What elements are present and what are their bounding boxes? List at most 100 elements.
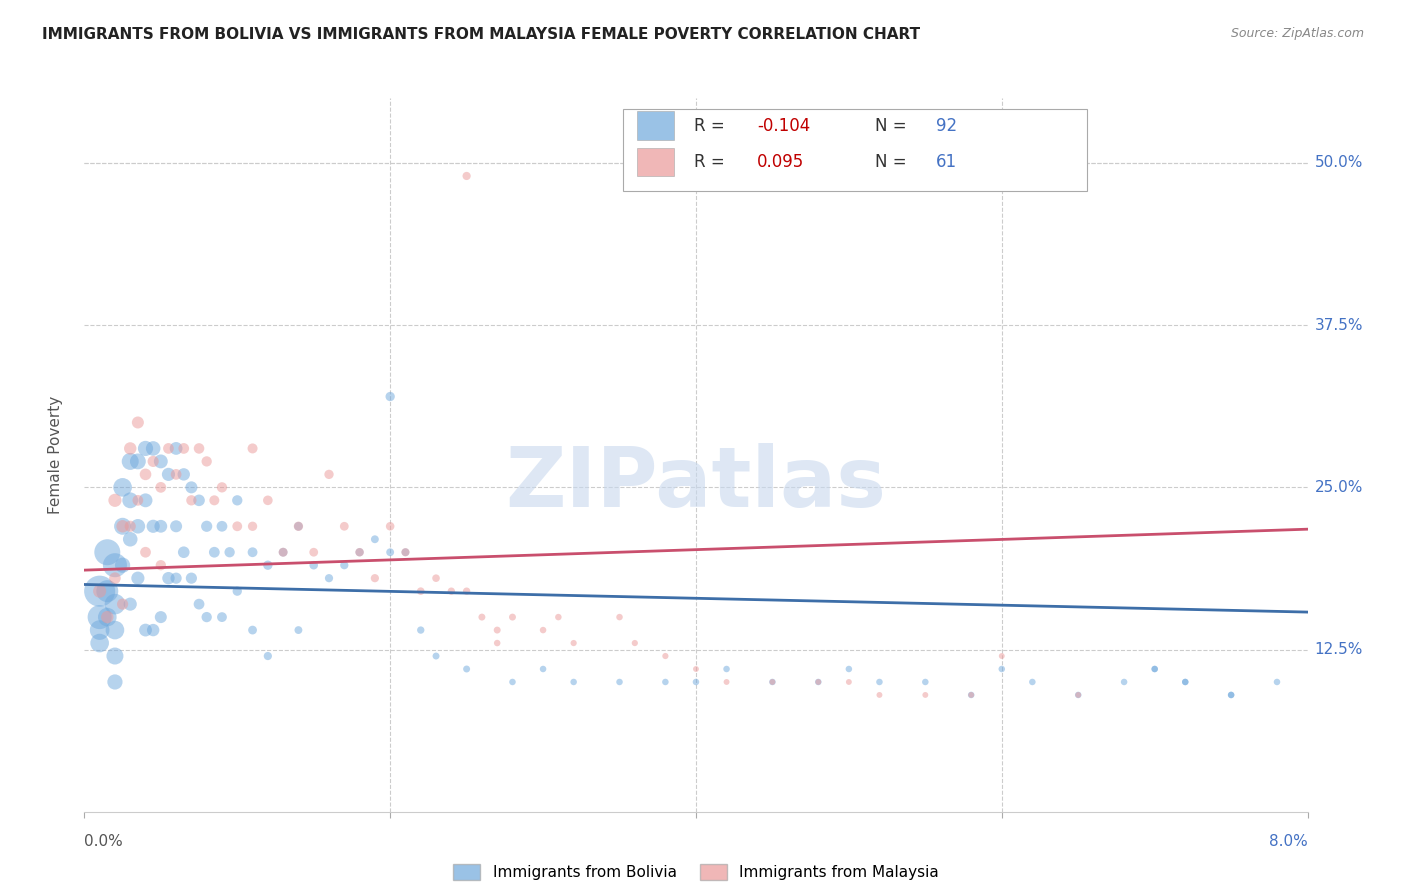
- Point: [761, 675, 783, 690]
- Point: [654, 675, 676, 690]
- Point: [287, 519, 309, 533]
- Point: [120, 597, 142, 611]
- Point: [838, 662, 860, 676]
- Point: [807, 675, 830, 690]
- Point: [142, 623, 165, 637]
- Point: [685, 662, 707, 676]
- Point: [104, 597, 127, 611]
- Point: [149, 454, 172, 468]
- Point: [242, 442, 264, 456]
- Point: [394, 545, 416, 559]
- Point: [914, 688, 936, 702]
- Point: [333, 558, 356, 573]
- Point: [127, 454, 149, 468]
- Point: [188, 442, 211, 456]
- Point: [165, 571, 187, 585]
- Point: [609, 675, 631, 690]
- Point: [1114, 675, 1136, 690]
- Text: 12.5%: 12.5%: [1315, 642, 1362, 657]
- Text: 50.0%: 50.0%: [1315, 155, 1362, 170]
- Point: [111, 558, 134, 573]
- FancyBboxPatch shape: [623, 109, 1087, 191]
- Point: [716, 662, 738, 676]
- Point: [142, 454, 165, 468]
- Point: [364, 571, 387, 585]
- Point: [195, 454, 218, 468]
- Point: [165, 519, 187, 533]
- Point: [157, 571, 180, 585]
- Point: [716, 675, 738, 690]
- Point: [287, 519, 309, 533]
- Point: [761, 675, 783, 690]
- Point: [165, 442, 187, 456]
- Text: IMMIGRANTS FROM BOLIVIA VS IMMIGRANTS FROM MALAYSIA FEMALE POVERTY CORRELATION C: IMMIGRANTS FROM BOLIVIA VS IMMIGRANTS FR…: [42, 27, 921, 42]
- Point: [349, 545, 371, 559]
- Point: [135, 493, 157, 508]
- Point: [1174, 675, 1197, 690]
- Point: [562, 675, 585, 690]
- Point: [104, 623, 127, 637]
- Point: [1143, 662, 1166, 676]
- Point: [226, 519, 249, 533]
- Point: [180, 493, 202, 508]
- Point: [456, 584, 478, 599]
- Text: R =: R =: [693, 153, 735, 171]
- Point: [135, 623, 157, 637]
- Point: [471, 610, 494, 624]
- Point: [1067, 688, 1090, 702]
- Bar: [637, 147, 673, 176]
- Point: [1265, 675, 1288, 690]
- Point: [104, 558, 127, 573]
- Point: [838, 675, 860, 690]
- Text: Source: ZipAtlas.com: Source: ZipAtlas.com: [1230, 27, 1364, 40]
- Point: [157, 442, 180, 456]
- Point: [173, 442, 195, 456]
- Point: [1220, 688, 1243, 702]
- Point: [547, 610, 569, 624]
- Point: [142, 442, 165, 456]
- Point: [531, 662, 554, 676]
- Point: [226, 584, 249, 599]
- Point: [242, 545, 264, 559]
- Point: [364, 533, 387, 547]
- Point: [333, 519, 356, 533]
- Point: [456, 662, 478, 676]
- Point: [135, 442, 157, 456]
- Point: [409, 584, 432, 599]
- Point: [120, 519, 142, 533]
- Point: [89, 584, 111, 599]
- Point: [440, 584, 463, 599]
- Point: [1143, 662, 1166, 676]
- Point: [180, 571, 202, 585]
- Point: [188, 493, 211, 508]
- Point: [960, 688, 983, 702]
- Point: [990, 648, 1012, 663]
- Text: 8.0%: 8.0%: [1268, 834, 1308, 849]
- Text: 92: 92: [936, 117, 957, 135]
- Point: [1021, 675, 1043, 690]
- Point: [349, 545, 371, 559]
- Point: [127, 493, 149, 508]
- Point: [104, 571, 127, 585]
- Point: [257, 493, 280, 508]
- Point: [202, 493, 225, 508]
- Text: N =: N =: [875, 117, 911, 135]
- Point: [104, 648, 127, 663]
- Point: [242, 519, 264, 533]
- Point: [271, 545, 294, 559]
- Point: [89, 610, 111, 624]
- Point: [562, 636, 585, 650]
- Point: [173, 467, 195, 482]
- Point: [486, 623, 509, 637]
- Point: [394, 545, 416, 559]
- Point: [96, 545, 118, 559]
- Point: [149, 519, 172, 533]
- Point: [202, 545, 225, 559]
- Point: [318, 571, 340, 585]
- Point: [127, 416, 149, 430]
- Point: [302, 558, 325, 573]
- Point: [188, 597, 211, 611]
- Point: [609, 610, 631, 624]
- Point: [195, 519, 218, 533]
- Text: 0.0%: 0.0%: [84, 834, 124, 849]
